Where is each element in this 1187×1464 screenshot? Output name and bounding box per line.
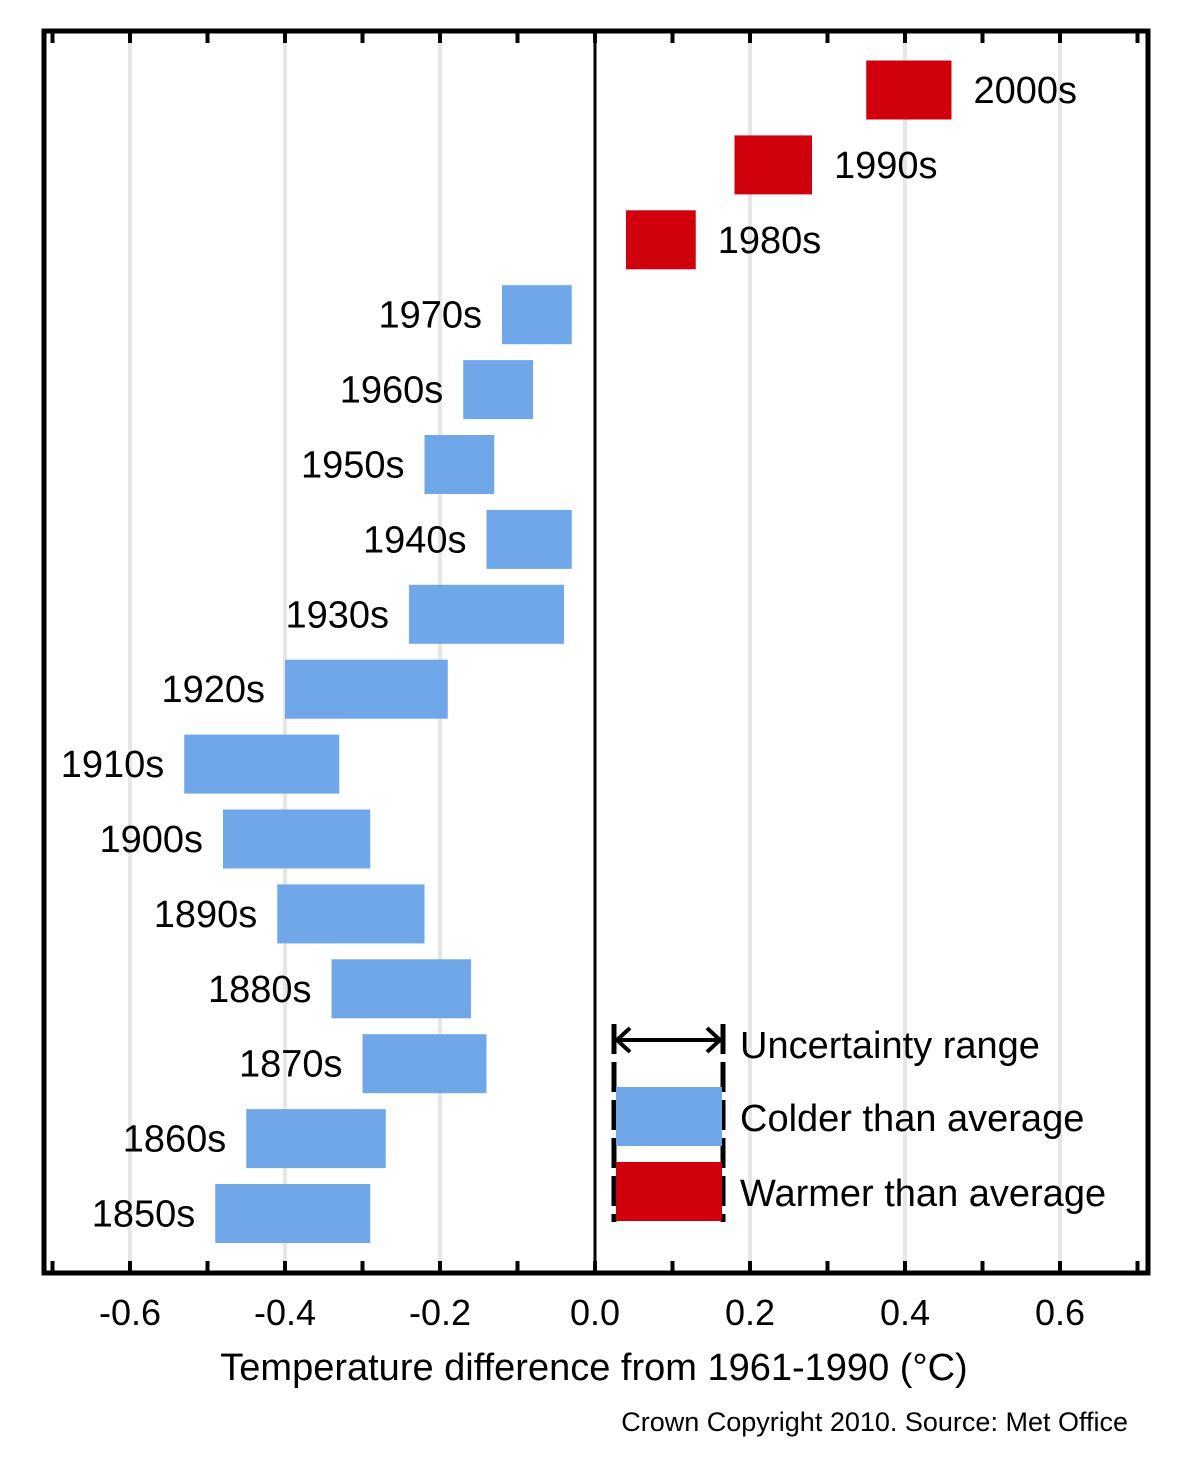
legend-uncertainty-label: Uncertainty range — [740, 1025, 1040, 1067]
bar-label-2000s: 2000s — [974, 70, 1078, 112]
x-tick-label: -0.4 — [254, 1292, 316, 1333]
bar-2000s — [866, 60, 952, 120]
uncertainty-range-icon — [611, 1024, 726, 1222]
bar-label-1870s: 1870s — [239, 1044, 343, 1086]
x-tick-label: 0.2 — [725, 1292, 775, 1333]
bar-1870s — [362, 1034, 487, 1094]
bar-label-1970s: 1970s — [378, 295, 482, 337]
bar-1970s — [502, 285, 572, 345]
legend-warmer-swatch — [616, 1162, 722, 1221]
source-credit: Crown Copyright 2010. Source: Met Office — [621, 1407, 1128, 1437]
bar-1890s — [277, 884, 425, 944]
x-tick-label: 0.0 — [570, 1292, 620, 1333]
x-axis-ticks: -0.6 -0.4 -0.2 0.0 0.2 0.4 0.6 — [50, 31, 1140, 1333]
bar-label-1960s: 1960s — [340, 370, 444, 412]
bar-1930s — [409, 584, 564, 644]
bar-1960s — [463, 360, 533, 420]
bar-1990s — [734, 135, 812, 195]
bar-1920s — [285, 659, 448, 719]
bar-1850s — [215, 1184, 371, 1243]
bar-1900s — [223, 809, 371, 869]
bar-label-1930s: 1930s — [285, 594, 389, 636]
bars — [184, 60, 952, 1243]
bar-label-1940s: 1940s — [363, 519, 467, 561]
legend-colder-label: Colder than average — [740, 1098, 1084, 1140]
bar-labels: 2000s 1990s 1980s 1970s 1960s 1950s 1940s 1930s… — [61, 70, 1077, 1236]
bar-1910s — [184, 734, 340, 794]
bar-label-1920s: 1920s — [161, 669, 265, 711]
x-axis-title: Temperature difference from 1961-1990 (°… — [220, 1347, 967, 1389]
bar-label-1900s: 1900s — [99, 819, 203, 861]
x-tick-label: 0.4 — [880, 1292, 930, 1333]
gridlines — [128, 31, 1062, 1273]
bar-label-1980s: 1980s — [718, 220, 822, 262]
bar-label-1950s: 1950s — [301, 445, 405, 487]
x-tick-label: -0.6 — [99, 1292, 161, 1333]
x-tick-label: -0.2 — [409, 1292, 471, 1333]
legend: Uncertainty range Colder than average Wa… — [611, 1024, 1106, 1222]
bar-1940s — [486, 509, 572, 569]
bar-label-1890s: 1890s — [154, 894, 258, 936]
bar-label-1910s: 1910s — [61, 744, 165, 786]
x-tick-label: 0.6 — [1035, 1292, 1085, 1333]
legend-warmer-label: Warmer than average — [740, 1173, 1106, 1215]
bar-label-1990s: 1990s — [834, 145, 938, 187]
bar-1950s — [424, 435, 495, 494]
bar-label-1850s: 1850s — [92, 1194, 196, 1236]
bar-1980s — [626, 210, 696, 270]
bar-label-1860s: 1860s — [123, 1119, 227, 1161]
legend-colder-swatch — [616, 1087, 722, 1146]
bar-1880s — [331, 959, 471, 1019]
bar-1860s — [246, 1109, 386, 1169]
bar-label-1880s: 1880s — [208, 969, 312, 1011]
